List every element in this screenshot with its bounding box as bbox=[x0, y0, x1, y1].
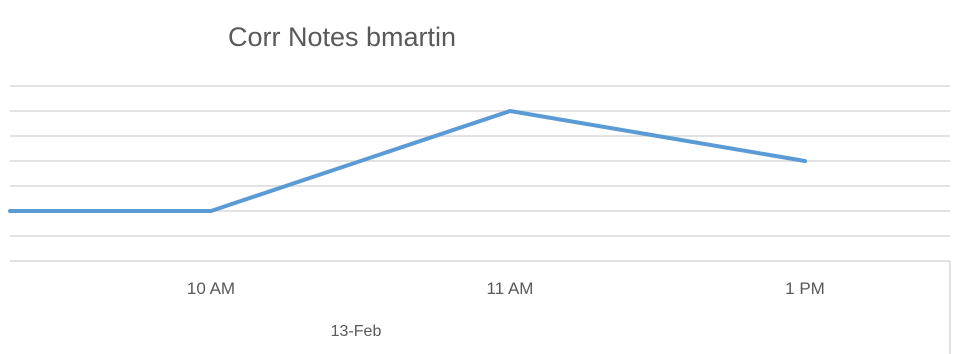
x-tick-label: 11 AM bbox=[487, 279, 534, 298]
x-tick-label: 1 PM bbox=[785, 279, 825, 298]
series-line-0 bbox=[8, 109, 807, 213]
x-tick-labels: 10 AM 11 AM 1 PM bbox=[187, 279, 825, 298]
gridlines bbox=[10, 85, 950, 237]
x-tick-label: 10 AM bbox=[187, 279, 235, 298]
x-group-label: 13-Feb bbox=[331, 323, 382, 340]
chart-title: Corr Notes bmartin bbox=[228, 22, 456, 52]
series-lines bbox=[8, 109, 807, 213]
